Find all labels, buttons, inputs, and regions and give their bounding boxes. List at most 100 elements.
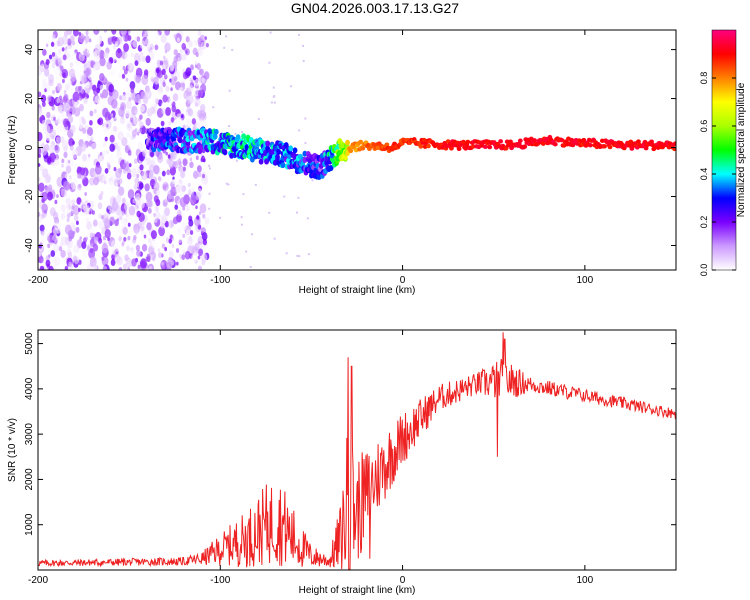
spectrogram-noise-blob — [39, 265, 45, 270]
spectrogram-noise-blob — [110, 70, 115, 78]
spectrogram-speck — [298, 129, 301, 132]
spectrogram-noise-blob — [85, 236, 88, 241]
spectrogram-marks — [38, 30, 676, 270]
spectrogram-noise-blob — [179, 196, 187, 208]
spectrogram-speck — [208, 164, 211, 167]
snr-x-tick-label: 100 — [577, 575, 594, 586]
spectrogram-speck — [297, 33, 300, 36]
spectrogram-noise-blob — [44, 209, 48, 214]
spectrogram-noise-blob — [152, 237, 159, 248]
spectrogram-y-label: Frequency (Hz) — [7, 116, 18, 185]
spectrogram-noise-blob — [64, 224, 72, 235]
spectrogram-noise-blob — [157, 91, 162, 98]
spectrogram-noise-blob — [97, 98, 105, 109]
spectrogram-noise-blob — [94, 64, 97, 69]
spectrogram-noise-blob — [51, 184, 55, 190]
spectrogram-noise-blob — [80, 151, 88, 162]
spectrogram-noise-blob — [152, 30, 160, 41]
spectrogram-noise-blob — [67, 113, 73, 120]
spectrogram-speck — [242, 193, 245, 196]
spectrogram-noise-blob — [70, 125, 76, 134]
spectrogram-signal-cell — [345, 139, 350, 146]
spectrogram-noise-blob — [175, 261, 179, 266]
spectrogram-noise-blob — [149, 30, 154, 33]
spectrogram-noise-blob — [173, 33, 177, 39]
spectrogram-noise-blob — [182, 166, 186, 172]
spectrogram-noise-blob — [181, 229, 184, 234]
spectrogram-noise-blob — [194, 121, 201, 130]
spectrogram-noise-blob — [131, 149, 135, 156]
spectrogram-noise-blob — [106, 30, 113, 39]
spectrogram-noise-blob — [93, 176, 99, 186]
spectrogram-noise-blob — [93, 236, 99, 244]
spectrogram-noise-blob — [204, 217, 210, 225]
spectrogram-noise-blob — [162, 82, 166, 88]
spectrogram-noise-blob — [81, 249, 88, 259]
spectrogram-noise-blob — [170, 41, 177, 51]
spectrogram-noise-blob — [167, 154, 171, 159]
spectrogram-noise-blob — [115, 168, 122, 179]
spectrogram-noise-blob — [46, 111, 51, 119]
spectrogram-noise-blob — [127, 189, 135, 200]
spectrogram-noise-blob — [40, 94, 47, 103]
spectrogram-noise-blob — [143, 173, 147, 180]
spectrogram-noise-blob — [192, 170, 199, 179]
spectrogram-signal-cell — [276, 148, 282, 155]
spectrogram-noise-blob — [44, 68, 50, 77]
spectrogram-noise-blob — [196, 177, 202, 186]
spectrogram-noise-blob — [132, 198, 136, 204]
spectrogram-noise-blob — [153, 195, 159, 203]
spectrogram-noise-blob — [128, 214, 135, 224]
spectrogram-noise-blob — [79, 236, 82, 240]
spectrogram-noise-blob — [60, 188, 67, 197]
spectrogram-noise-blob — [194, 97, 201, 107]
spectrogram-speck — [269, 31, 272, 34]
spectrogram-signal-cell — [540, 141, 546, 146]
spectrogram-noise-blob — [57, 37, 64, 47]
spectrogram-noise-blob — [180, 167, 183, 171]
spectrogram-noise-blob — [49, 128, 57, 139]
spectrogram-noise-blob — [50, 41, 55, 47]
spectrogram-noise-blob — [67, 251, 73, 259]
spectrogram-noise-blob — [38, 163, 41, 167]
spectrogram-signal-cell — [235, 134, 241, 141]
spectrogram-speck — [240, 130, 243, 133]
spectrogram-noise-blob — [150, 151, 155, 158]
spectrogram-noise-blob — [178, 87, 184, 95]
spectrogram-noise-blob — [166, 258, 173, 269]
spectrogram-noise-blob — [78, 31, 82, 36]
spectrogram-noise-blob — [148, 164, 155, 174]
spectrogram-noise-blob — [160, 101, 167, 111]
spectrogram-noise-blob — [86, 134, 91, 140]
spectrogram-noise-blob — [164, 163, 169, 169]
spectrogram-noise-blob — [97, 137, 105, 148]
spectrogram-noise-blob — [104, 136, 108, 142]
spectrogram-noise-blob — [140, 104, 145, 113]
spectrogram-noise-blob — [101, 150, 106, 158]
spectrogram-noise-blob — [143, 159, 148, 166]
spectrogram-noise-blob — [116, 256, 123, 266]
spectrogram-noise-blob — [130, 248, 136, 257]
spectrogram-noise-blob — [92, 219, 98, 227]
spectrogram-noise-blob — [177, 158, 182, 164]
spectrogram-noise-blob — [105, 119, 112, 130]
spectrogram-noise-blob — [119, 116, 126, 125]
spectrogram-noise-blob — [68, 68, 76, 78]
spectrogram-noise-blob — [190, 180, 197, 189]
spectrogram-noise-blob — [39, 164, 44, 172]
spectrogram-noise-blob — [197, 30, 202, 37]
spectrogram-noise-blob — [193, 252, 199, 261]
spectrogram-noise-blob — [164, 198, 168, 203]
spectrogram-signal-cell — [384, 142, 390, 147]
spectrogram-noise-blob — [57, 65, 60, 70]
spectrogram-noise-blob — [87, 153, 91, 158]
spectrogram-noise-blob — [97, 117, 104, 126]
spectrogram-noise-blob — [159, 60, 164, 66]
spectrogram-noise-blob — [84, 35, 90, 43]
spectrogram-noise-blob — [173, 49, 178, 56]
spectrogram-noise-blob — [192, 75, 197, 81]
spectrogram-noise-blob — [182, 206, 186, 211]
spectrogram-noise-blob — [193, 78, 200, 87]
spectrogram-noise-blob — [171, 244, 175, 248]
spectrogram-speck — [208, 192, 211, 195]
